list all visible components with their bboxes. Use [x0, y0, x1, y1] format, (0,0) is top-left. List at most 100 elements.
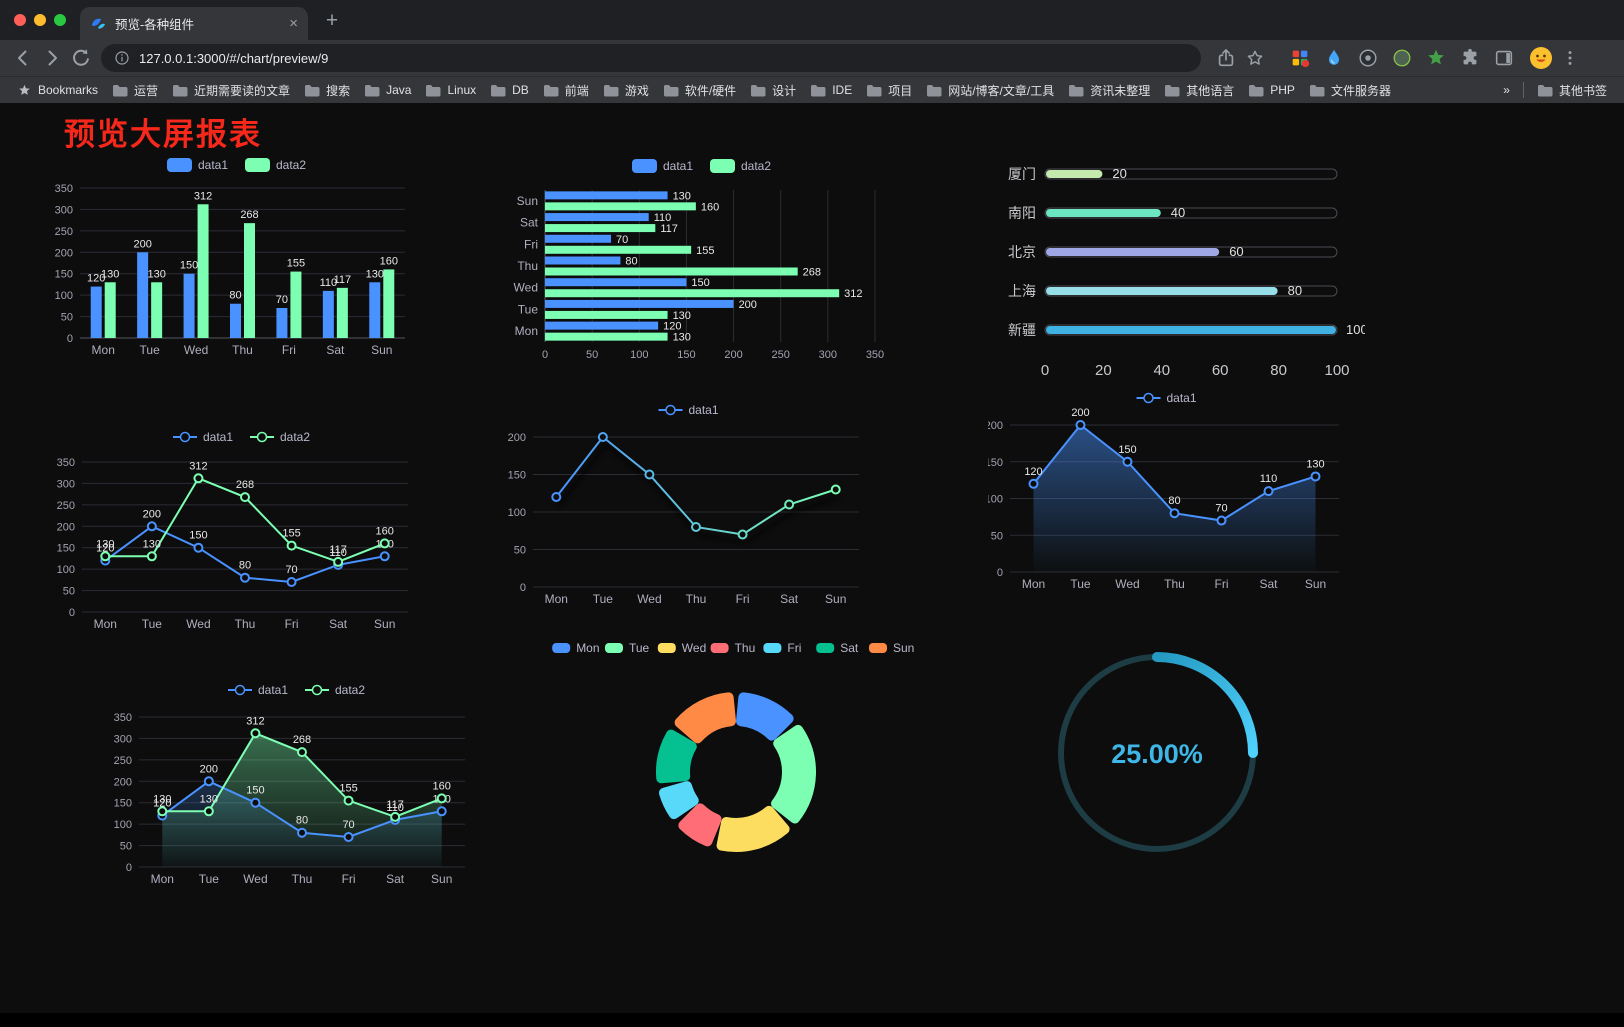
gradient-line-chart[interactable]: 0 50 100 150 200 Mon Tue Wed Thu Fri Sat Sun data1 — [505, 398, 875, 606]
bar-data2-Sun[interactable] — [383, 269, 395, 338]
bookmark-folder-item[interactable]: 其他语言 — [1157, 79, 1241, 102]
legend-item-data1[interactable]: data1 — [658, 403, 719, 417]
pie-slice-Mon[interactable] — [736, 692, 794, 741]
point-data2-Thu[interactable] — [297, 747, 307, 758]
legend-item-Wed[interactable]: Wed — [657, 641, 706, 655]
pie-slice-Thu[interactable] — [678, 803, 722, 847]
share-button[interactable] — [1211, 44, 1240, 73]
point-data2-Sat[interactable] — [390, 811, 401, 822]
forward-button[interactable] — [37, 44, 66, 73]
bar-data2-Thu[interactable] — [244, 223, 255, 338]
point-data1-Fri[interactable] — [286, 577, 297, 587]
point-data1-Tue[interactable] — [203, 776, 214, 787]
bookmark-folder-item[interactable]: 近期需要读的文章 — [165, 79, 297, 102]
tab-close-icon[interactable]: × — [289, 15, 298, 32]
point-data2-Wed[interactable] — [193, 473, 204, 484]
line-chart-two-series[interactable]: 0 50 100 150 200 250 300 350 Mon Tue Wed Thu Fri Sat S… — [48, 423, 420, 635]
bookmark-folder-item[interactable]: 文件服务器 — [1302, 79, 1398, 102]
bookmark-folder-item[interactable]: DB — [483, 80, 536, 100]
point-data1-Sun[interactable] — [830, 484, 841, 495]
extensions-puzzle-button[interactable] — [1455, 44, 1484, 73]
pie-slice-Fri[interactable] — [658, 781, 699, 820]
hbar-data2-Sat[interactable] — [545, 224, 656, 233]
browser-menu-button[interactable] — [1555, 44, 1584, 73]
pie-slice-Tue[interactable] — [771, 724, 816, 824]
point-data1-Thu[interactable] — [1169, 508, 1180, 519]
line-data1[interactable] — [555, 435, 837, 536]
bar-data2-Wed[interactable] — [197, 204, 209, 338]
window-minimize-button[interactable] — [34, 14, 46, 26]
hbar-data1-Wed[interactable] — [545, 278, 687, 287]
bookmark-page-button[interactable] — [1240, 44, 1269, 73]
bookmark-folder-item[interactable]: 设计 — [743, 79, 803, 102]
grouped-bar-chart[interactable]: 0 50 100 150 200 250 300 350 Mon Tue Wed Thu Fri Sat S… — [50, 148, 420, 362]
bookmark-folder-item[interactable]: IDE — [803, 80, 859, 100]
bookmarks-button[interactable]: Bookmarks — [10, 80, 105, 101]
point-data1-Fri[interactable] — [737, 529, 748, 540]
point-data2-Tue[interactable] — [146, 551, 157, 562]
point-data2-Tue[interactable] — [203, 806, 214, 817]
hbar-data2-Fri[interactable] — [545, 245, 692, 254]
point-data1-Tue[interactable] — [597, 432, 608, 442]
bookmark-folder-item[interactable]: 游戏 — [596, 79, 656, 102]
point-data2-Wed[interactable] — [250, 728, 261, 739]
point-data1-Wed[interactable] — [644, 469, 655, 480]
legend-item-data2[interactable]: data2 — [305, 683, 365, 697]
point-data1-Tue[interactable] — [1075, 420, 1086, 430]
capsule-bar-厦门[interactable] — [1046, 170, 1103, 178]
legend-item-Tue[interactable]: Tue — [605, 641, 650, 655]
hbar-data1-Mon[interactable] — [545, 321, 659, 330]
pie-slice-Wed[interactable] — [716, 805, 790, 852]
bar-data1-Tue[interactable] — [137, 252, 149, 338]
legend-item-Fri[interactable]: Fri — [763, 641, 801, 655]
capsule-progress-chart[interactable]: 厦门 20 南阳 40 北京 60 上海 80 新疆 100 0 20 40 60 80 100 — [995, 150, 1365, 380]
bar-data2-Sat[interactable] — [336, 287, 348, 338]
point-data2-Mon[interactable] — [157, 806, 168, 817]
legend-item-Mon[interactable]: Mon — [552, 641, 600, 655]
bar-data1-Thu[interactable] — [230, 303, 241, 338]
bar-data1-Wed[interactable] — [183, 273, 195, 338]
legend-item-data1[interactable]: data1 — [632, 159, 693, 173]
horizontal-bar-chart[interactable]: 0 50 100 150 200 250 300 350 Sun Sat Fri Thu Wed Tue M… — [505, 148, 890, 366]
bookmark-folder-item[interactable]: PHP — [1241, 80, 1302, 100]
window-close-button[interactable] — [14, 14, 26, 26]
bar-data1-Sun[interactable] — [369, 282, 381, 338]
bookmarks-overflow-button[interactable]: » — [1496, 80, 1517, 100]
back-button[interactable] — [8, 44, 37, 73]
extension-circle-button[interactable] — [1353, 44, 1382, 73]
bookmark-folder-item[interactable]: 资讯未整理 — [1061, 79, 1157, 102]
capsule-bar-上海[interactable] — [1046, 287, 1278, 295]
point-data1-Wed[interactable] — [1122, 456, 1133, 467]
point-data1-Fri[interactable] — [343, 832, 354, 842]
hbar-data2-Tue[interactable] — [545, 310, 668, 319]
bookmark-folder-item[interactable]: 网站/博客/文章/工具 — [919, 79, 1061, 102]
hbar-data1-Fri[interactable] — [545, 234, 611, 243]
point-data1-Mon[interactable] — [551, 492, 562, 502]
hbar-data2-Thu[interactable] — [545, 267, 798, 276]
side-panel-button[interactable] — [1489, 44, 1518, 73]
extension-drop-button[interactable] — [1319, 44, 1348, 73]
legend-item-Sat[interactable]: Sat — [816, 641, 859, 655]
point-data1-Sun[interactable] — [379, 551, 390, 562]
bar-data2-Mon[interactable] — [104, 282, 116, 338]
point-data2-Mon[interactable] — [100, 551, 111, 562]
bookmark-folder-item[interactable]: 项目 — [859, 79, 919, 102]
point-data2-Sun[interactable] — [436, 793, 447, 804]
legend-item-data2[interactable]: data2 — [245, 158, 306, 172]
hbar-data2-Wed[interactable] — [545, 289, 840, 298]
bookmark-folder-item[interactable]: 运营 — [105, 79, 165, 102]
profile-avatar[interactable] — [1526, 44, 1555, 73]
address-bar[interactable]: 127.0.0.1:3000/#/chart/preview/9 — [101, 44, 1201, 72]
window-zoom-button[interactable] — [54, 14, 66, 26]
bar-data1-Fri[interactable] — [276, 308, 288, 338]
legend-item-data1[interactable]: data1 — [173, 430, 233, 444]
site-info-icon[interactable] — [113, 49, 131, 67]
bookmark-folder-item[interactable]: Linux — [418, 80, 483, 100]
point-data2-Sun[interactable] — [379, 538, 390, 549]
pie-slice-Sat[interactable] — [656, 729, 697, 784]
point-data1-Tue[interactable] — [146, 521, 157, 532]
point-data2-Thu[interactable] — [240, 492, 250, 503]
pie-slice-Sun[interactable] — [674, 692, 736, 744]
hbar-data1-Sat[interactable] — [545, 213, 649, 222]
point-data1-Mon[interactable] — [1028, 478, 1039, 489]
